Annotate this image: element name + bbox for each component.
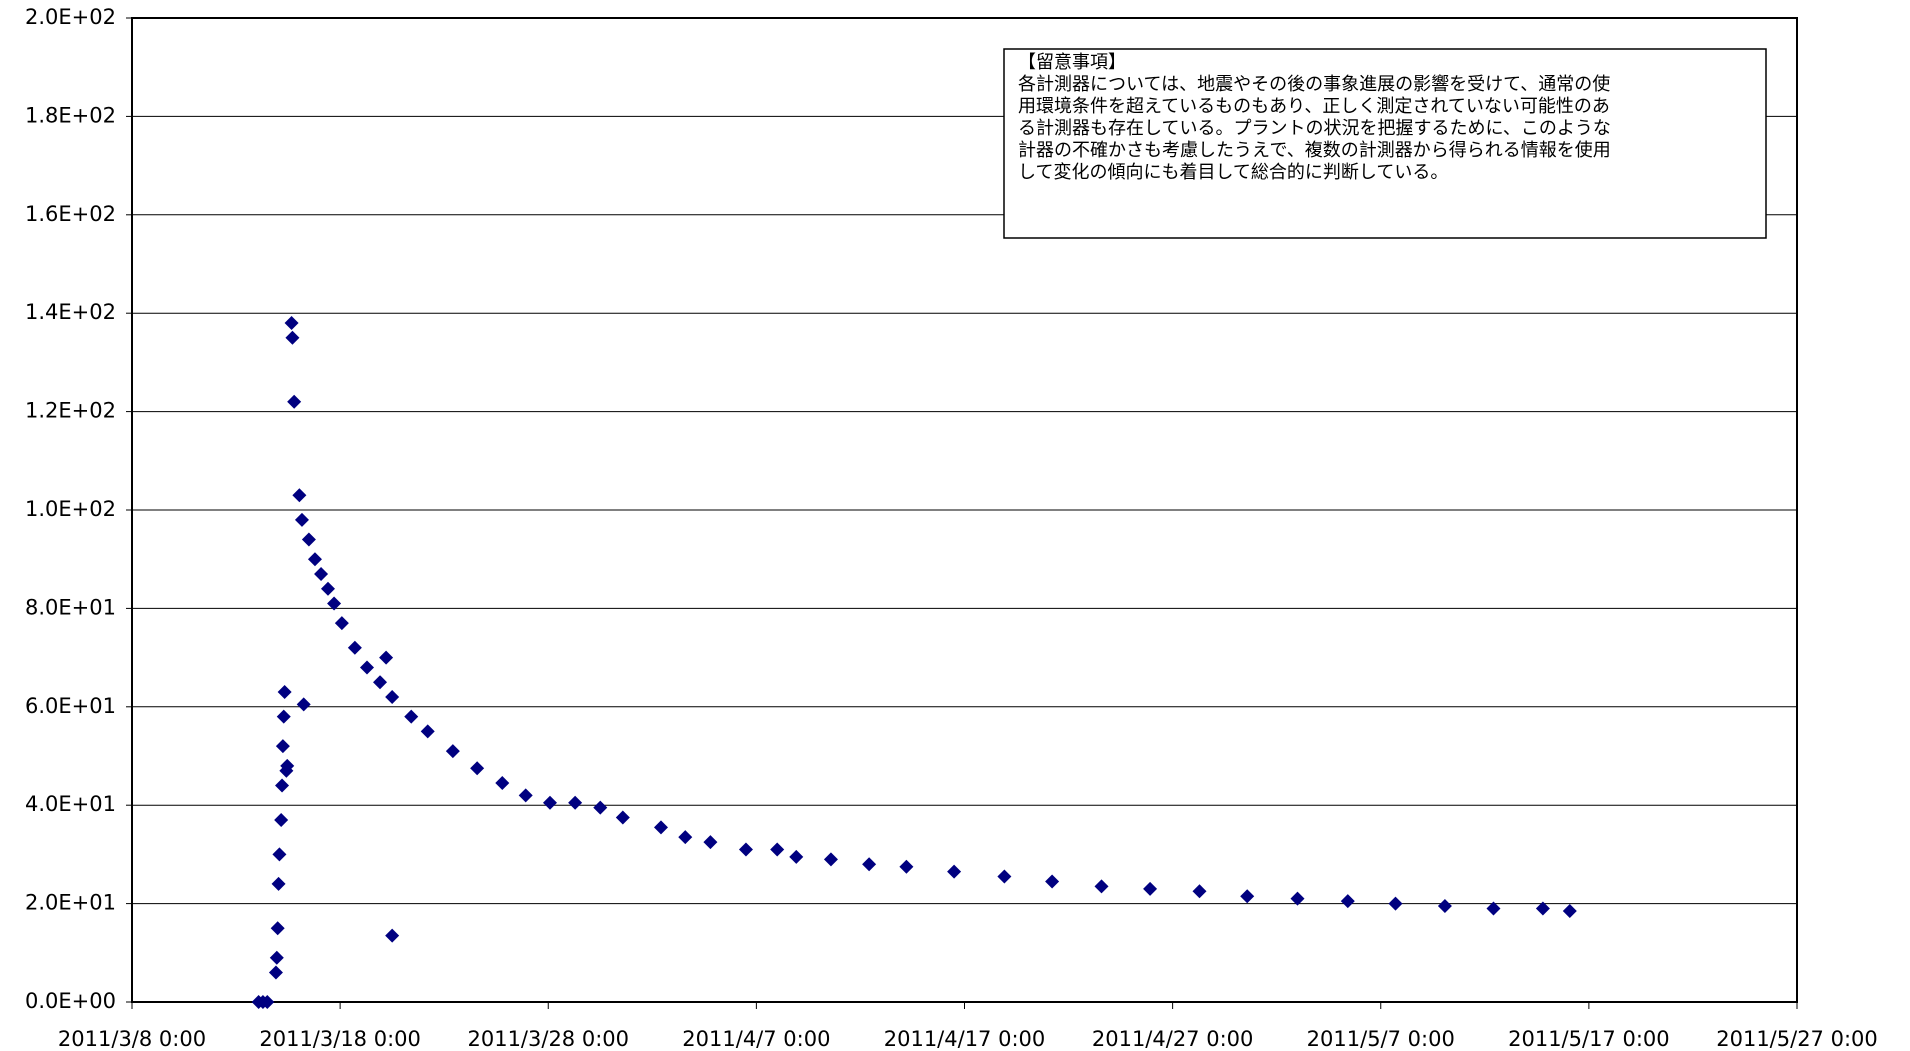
y-tick-label: 1.4E+02 xyxy=(25,300,116,324)
y-tick-label: 2.0E+01 xyxy=(25,891,116,915)
data-point xyxy=(334,616,349,631)
data-point xyxy=(260,995,275,1009)
data-point xyxy=(703,835,718,850)
y-tick-label: 1.2E+02 xyxy=(25,399,116,423)
data-point xyxy=(360,660,375,675)
data-point xyxy=(789,849,804,864)
data-point xyxy=(287,394,302,409)
y-tick-label: 4.0E+01 xyxy=(25,792,116,816)
data-point xyxy=(1045,874,1060,889)
data-point xyxy=(1388,896,1403,911)
data-point xyxy=(385,689,400,704)
data-point xyxy=(445,744,460,759)
annotation-line: 計器の不確かさも考慮したうえで、複数の計測器から得られる情報を使用 xyxy=(1018,140,1611,161)
data-point xyxy=(385,928,400,943)
data-point xyxy=(593,800,608,815)
data-point xyxy=(1143,881,1158,896)
y-tick-label: 1.0E+02 xyxy=(25,497,116,521)
data-point xyxy=(1192,884,1207,899)
x-tick-label: 2011/3/8 0:00 xyxy=(58,1027,206,1051)
x-tick-label: 2011/4/7 0:00 xyxy=(682,1027,830,1051)
data-point xyxy=(271,876,286,891)
data-point xyxy=(568,795,583,810)
data-point xyxy=(1240,889,1255,904)
y-tick-label: 1.8E+02 xyxy=(25,103,116,127)
data-point xyxy=(307,552,322,567)
data-point xyxy=(294,512,309,527)
data-point xyxy=(518,788,533,803)
data-point xyxy=(770,842,785,857)
annotation-title: 【留意事項】 xyxy=(1018,52,1126,73)
data-point xyxy=(653,820,668,835)
data-point xyxy=(379,650,394,665)
data-point xyxy=(862,857,877,872)
data-point xyxy=(347,640,362,655)
x-tick-label: 2011/4/27 0:00 xyxy=(1092,1027,1254,1051)
annotation-line: る計測器も存在している。プラントの状況を把握するために、このような xyxy=(1018,118,1611,139)
data-point xyxy=(1486,901,1501,916)
data-point xyxy=(314,566,329,581)
data-point xyxy=(284,316,299,331)
data-point xyxy=(738,842,753,857)
data-point xyxy=(1094,879,1109,894)
data-point xyxy=(301,532,316,547)
annotation-box xyxy=(1003,48,1767,239)
data-point xyxy=(274,812,289,827)
data-point xyxy=(404,709,419,724)
plot-frame xyxy=(131,17,1798,1003)
data-point xyxy=(678,830,693,845)
data-point xyxy=(1562,903,1577,918)
y-tick-label: 8.0E+01 xyxy=(25,595,116,619)
data-point xyxy=(277,685,292,700)
data-point xyxy=(1290,891,1305,906)
data-point xyxy=(276,709,291,724)
data-point xyxy=(268,965,283,980)
data-point xyxy=(823,852,838,867)
annotation-line: 用環境条件を超えているものもあり、正しく測定されていない可能性のあ xyxy=(1018,96,1610,117)
x-tick-label: 2011/3/18 0:00 xyxy=(259,1027,421,1051)
data-point xyxy=(296,697,311,712)
annotation-line: して変化の傾向にも着目して総合的に判断している。 xyxy=(1018,162,1448,183)
data-point xyxy=(470,761,485,776)
data-point xyxy=(275,778,290,793)
y-tick-label: 0.0E+00 xyxy=(25,989,116,1013)
x-tick-label: 2011/4/17 0:00 xyxy=(884,1027,1046,1051)
data-point xyxy=(1437,899,1452,914)
data-point xyxy=(285,330,300,345)
annotation-line: 各計測器については、地震やその後の事象進展の影響を受けて、通常の使 xyxy=(1018,74,1610,95)
data-point xyxy=(542,795,557,810)
data-point xyxy=(420,724,435,739)
data-point xyxy=(320,581,335,596)
x-tick-label: 2011/3/28 0:00 xyxy=(467,1027,629,1051)
data-point xyxy=(997,869,1012,884)
x-tick-label: 2011/5/17 0:00 xyxy=(1508,1027,1670,1051)
data-point xyxy=(899,859,914,874)
y-tick-label: 1.6E+02 xyxy=(25,202,116,226)
data-point xyxy=(615,810,630,825)
data-point xyxy=(272,847,287,862)
x-tick-label: 2011/5/7 0:00 xyxy=(1307,1027,1455,1051)
data-point xyxy=(280,758,295,773)
data-point xyxy=(1535,901,1550,916)
data-point xyxy=(270,921,285,936)
y-tick-label: 2.0E+02 xyxy=(25,5,116,29)
data-point xyxy=(1340,894,1355,909)
data-point xyxy=(275,739,290,754)
data-point xyxy=(947,864,962,879)
y-tick-label: 6.0E+01 xyxy=(25,694,116,718)
data-point xyxy=(495,776,510,791)
data-point xyxy=(269,950,284,965)
data-point xyxy=(292,488,307,503)
data-point xyxy=(327,596,342,611)
data-point xyxy=(373,675,388,690)
x-tick-label: 2011/5/27 0:00 xyxy=(1716,1027,1878,1051)
